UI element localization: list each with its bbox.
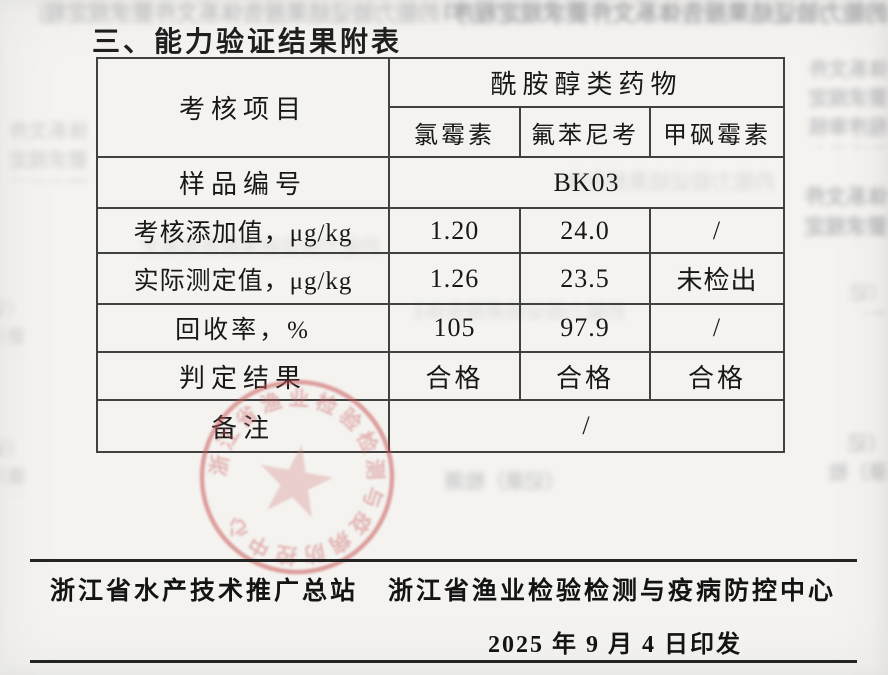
bleedthrough-text: 体系文件要求规定程序审核批准发布实施管理规范 bbox=[808, 59, 888, 148]
bleedthrough-text: 体系文件要求规定程序审核批准发布实施管理规范 bbox=[8, 121, 88, 182]
group-header-cell: 酰胺醇类药物 bbox=[388, 57, 785, 108]
page-title: 三、能力验证结果附表 bbox=[92, 26, 403, 57]
table-cell: 97.9 bbox=[519, 303, 651, 353]
bleedthrough-text: （记录）检测 bbox=[0, 439, 26, 496]
row-label: 实际测定值，μg/kg bbox=[96, 252, 390, 305]
table-row: 备注 / bbox=[96, 399, 785, 453]
footer-org-right: 浙江省渔业检验检测与疫病防控中心 bbox=[388, 578, 837, 605]
table-row: 判定结果 合格 合格 合格 bbox=[96, 351, 785, 401]
table-cell: 合格 bbox=[519, 351, 651, 401]
row-label: 备注 bbox=[96, 399, 390, 453]
row-label: 考核添加值，μg/kg bbox=[96, 207, 390, 254]
results-table: 考核项目 酰胺醇类药物 氯霉素 氟苯尼考 甲砜霉素 样品编号 BK03 考核添加… bbox=[96, 57, 785, 453]
row-label: 回收率，% bbox=[96, 303, 390, 353]
table-cell: BK03 bbox=[388, 156, 785, 209]
footer-divider-bottom bbox=[30, 660, 857, 663]
row-label: 判定结果 bbox=[96, 351, 390, 401]
table-cell: 24.0 bbox=[519, 207, 651, 254]
table-cell: 105 bbox=[388, 303, 521, 353]
table-cell: 合格 bbox=[649, 351, 785, 401]
footer-divider-top bbox=[30, 559, 857, 562]
footer-org-left: 浙江省水产技术推广总站 bbox=[50, 578, 359, 605]
table-row: 回收率，% 105 97.9 / bbox=[96, 303, 785, 353]
footer-date: 2025 年 9 月 4 日印发 bbox=[488, 632, 742, 658]
bleedthrough-text: 的能力验证结果报告体系文件要求规定程序审核批准发布实施管理规范质量控制记录保存 bbox=[445, 0, 888, 26]
bleedthrough-text: （记录）检测 bbox=[445, 471, 565, 493]
corner-header-cell: 考核项目 bbox=[96, 57, 390, 158]
bleedthrough-text: 体系文件要求规定程序审核批准发布实施管理规范 bbox=[804, 186, 888, 240]
column-header: 甲砜霉素 bbox=[649, 106, 785, 158]
table-cell: / bbox=[388, 399, 785, 453]
table-row: 考核项目 酰胺醇类药物 bbox=[96, 57, 785, 158]
footer-organizations: 浙江省水产技术推广总站 浙江省渔业检验检测与疫病防控中心 bbox=[50, 571, 850, 607]
bleedthrough-text: （记录）检测 bbox=[828, 433, 888, 484]
table-cell: / bbox=[649, 207, 785, 254]
column-header: 氟苯尼考 bbox=[519, 106, 651, 158]
table-cell: 23.5 bbox=[519, 252, 651, 305]
table-row: 考核添加值，μg/kg 1.20 24.0 / bbox=[96, 207, 785, 254]
table-row: 氯霉素 氟苯尼考 甲砜霉素 bbox=[97, 106, 785, 158]
table-row: 样品编号 BK03 bbox=[96, 156, 785, 209]
bleedthrough-text: （记录）检测 bbox=[849, 283, 888, 314]
table-cell: 合格 bbox=[388, 351, 521, 401]
column-header: 氯霉素 bbox=[388, 106, 521, 158]
table-cell: 1.26 bbox=[388, 252, 521, 305]
bleedthrough-text: （记录）检测 bbox=[0, 299, 26, 356]
row-label: 样品编号 bbox=[96, 156, 390, 209]
table-cell: / bbox=[649, 303, 785, 353]
table-cell: 1.20 bbox=[388, 207, 521, 254]
table-cell: 未检出 bbox=[649, 252, 785, 305]
table-row: 实际测定值，μg/kg 1.26 23.5 未检出 bbox=[96, 252, 785, 305]
